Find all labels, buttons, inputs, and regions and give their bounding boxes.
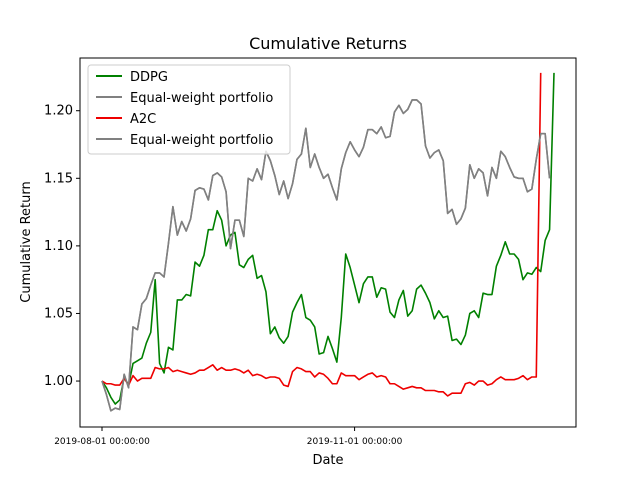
legend-label: Equal-weight portfolio bbox=[130, 91, 273, 106]
x-axis-ticks: 2019-08-01 00:00:00 2019-11-01 00:00:00 bbox=[54, 427, 403, 447]
series-line-3 bbox=[101, 72, 542, 397]
chart-title: Cumulative Returns bbox=[249, 34, 407, 53]
legend-label: DDPG bbox=[130, 70, 168, 85]
series-line-1 bbox=[101, 72, 555, 405]
x-tick-label: 2019-08-01 00:00:00 bbox=[54, 437, 150, 447]
y-axis-label: Cumulative Return bbox=[19, 181, 34, 302]
y-tick-label: 1.10 bbox=[44, 239, 73, 254]
legend-label: Equal-weight portfolio bbox=[130, 133, 273, 148]
x-tick-label: 2019-11-01 00:00:00 bbox=[307, 437, 403, 447]
series-layer bbox=[101, 72, 555, 412]
series-line-4 bbox=[101, 99, 551, 412]
y-tick-label: 1.00 bbox=[44, 374, 73, 389]
y-tick-label: 1.05 bbox=[44, 306, 73, 321]
y-tick-label: 1.20 bbox=[44, 104, 73, 119]
axes-frame bbox=[79, 57, 577, 428]
y-tick-label: 1.15 bbox=[44, 171, 73, 186]
y-axis-ticks: 1.00 1.05 1.10 1.15 1.20 bbox=[44, 104, 80, 389]
legend-box bbox=[87, 64, 291, 155]
legend-label: A2C bbox=[130, 112, 156, 127]
legend: DDPG Equal-weight portfolio A2C Equal-weigh… bbox=[87, 64, 291, 155]
x-axis-label: Date bbox=[312, 453, 343, 468]
